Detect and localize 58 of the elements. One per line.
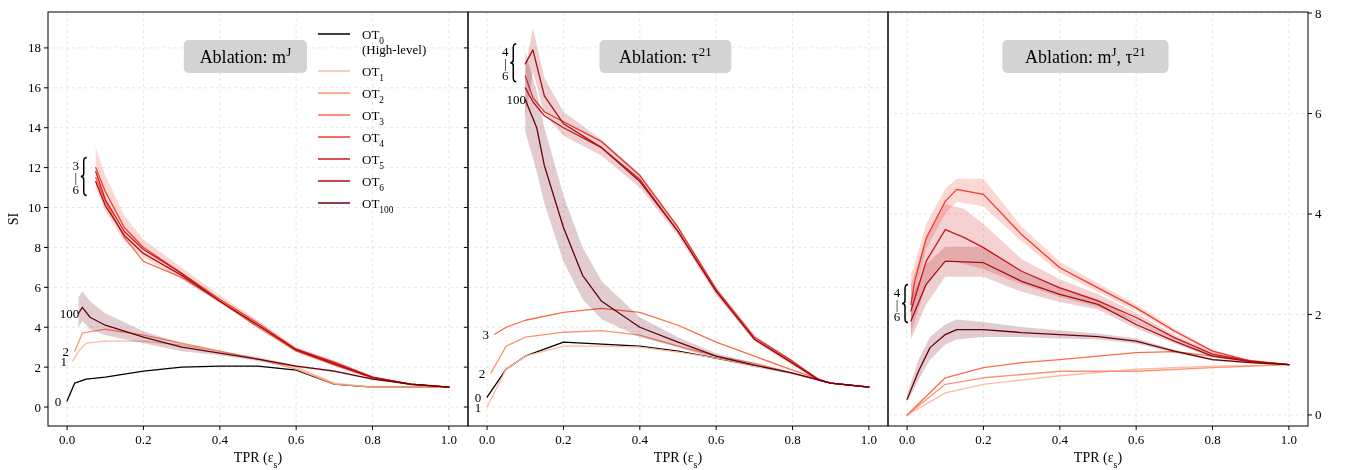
x-tick-label: 0.0 — [58, 432, 76, 447]
y-tick-label: 10 — [28, 200, 41, 216]
annotation: 4 | 6 — [893, 284, 901, 324]
y-axis-title: SI — [6, 212, 21, 226]
y2-tick-label: 6 — [1315, 105, 1322, 121]
y-tick-label: 6 — [34, 279, 42, 295]
x-tick-label: 0.8 — [364, 432, 381, 447]
annotation: 2 — [62, 343, 69, 359]
x-tick-label: 0.8 — [784, 432, 801, 447]
x-tick-label: 0.0 — [478, 432, 496, 447]
x-tick-label: 0.0 — [898, 432, 916, 447]
legend-label: OT$_{0}$ (High-level) — [362, 27, 427, 57]
annotation: 3 — [482, 326, 489, 342]
legend-label: OT$_{4}$ — [362, 130, 385, 149]
annotation: 100 — [59, 305, 80, 321]
y2-tick-label: 0 — [1315, 407, 1322, 423]
y-tick-label: 18 — [28, 40, 41, 56]
x-tick-label: 0.2 — [135, 432, 152, 447]
legend-label: OT$_{100}$ — [362, 196, 394, 215]
x-axis-title: TPR (ε$_{s}$) — [653, 450, 703, 470]
y2-tick-label: 8 — [1315, 5, 1322, 21]
x-tick-label: 0.6 — [708, 432, 725, 447]
annotation: 0 — [54, 393, 62, 409]
y2-tick-label: 4 — [1315, 206, 1322, 222]
annotation: 100 — [506, 92, 527, 108]
y-tick-label: 4 — [34, 319, 42, 335]
x-tick-label: 0.6 — [1128, 432, 1145, 447]
x-tick-label: 0.4 — [631, 432, 649, 447]
x-axis-title: TPR (ε$_{s}$) — [233, 450, 283, 470]
text: Ablation: m$^{J}$ — [199, 43, 292, 67]
legend-label: OT$_{3}$ — [362, 108, 385, 127]
x-tick-label: 0.8 — [1204, 432, 1221, 447]
x-tick-label: 0.2 — [975, 432, 992, 447]
legend-label: OT$_{5}$ — [362, 152, 385, 171]
x-tick-label: 0.2 — [555, 432, 572, 447]
y-tick-label: 8 — [34, 239, 41, 255]
y2-tick-label: 2 — [1315, 306, 1322, 322]
annotation: 4 | 6 — [502, 44, 510, 84]
x-tick-label: 1.0 — [440, 432, 458, 447]
x-tick-label: 0.4 — [1051, 432, 1069, 447]
x-tick-label: 0.6 — [288, 432, 305, 447]
annotation: 2 — [478, 365, 486, 381]
y-tick-label: 12 — [28, 160, 41, 176]
legend-label: OT$_{2}$ — [362, 86, 385, 105]
text: Ablation: m$^{J}$, τ$^{21}$ — [1025, 43, 1146, 67]
y-tick-label: 0 — [34, 399, 41, 415]
annotation: 0 — [474, 389, 482, 405]
x-tick-label: 1.0 — [860, 432, 878, 447]
text: Ablation: τ$^{21}$ — [619, 43, 712, 67]
y-tick-label: 2 — [34, 359, 41, 375]
legend-label: OT$_{1}$ — [362, 64, 385, 83]
x-axis-title: TPR (ε$_{s}$) — [1073, 450, 1123, 470]
y-tick-label: 14 — [28, 120, 42, 136]
annotation: 3 | 6 — [72, 158, 80, 198]
legend-label: OT$_{6}$ — [362, 174, 385, 193]
x-tick-label: 0.4 — [211, 432, 229, 447]
y-tick-label: 16 — [28, 80, 42, 96]
x-tick-label: 1.0 — [1280, 432, 1298, 447]
